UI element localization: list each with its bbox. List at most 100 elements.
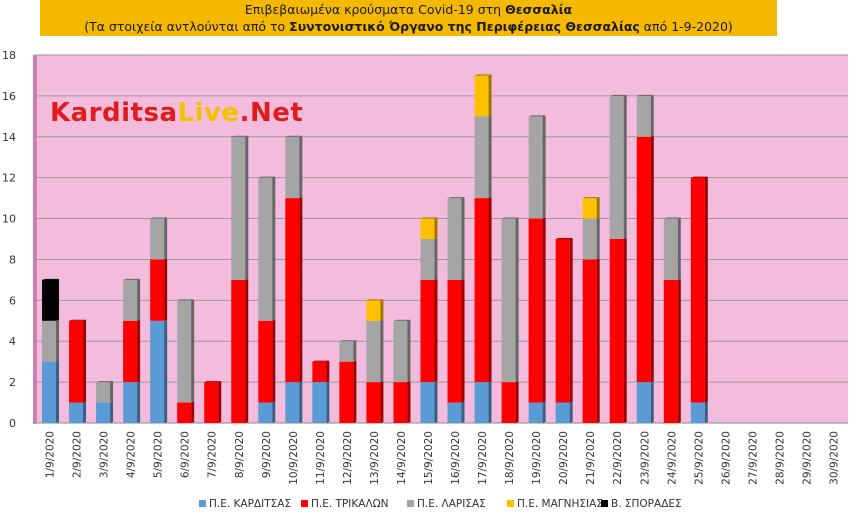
bar-segment-side	[488, 197, 492, 383]
y-tick-label: 14	[2, 131, 16, 144]
bar-segment	[366, 320, 381, 383]
x-tick-label: 8/9/2020	[234, 431, 246, 478]
bar-segment	[285, 382, 300, 423]
plot-side-wall	[33, 55, 37, 423]
bar-segment-side	[461, 197, 465, 280]
bar-top-face	[609, 94, 627, 96]
bar-segment-side	[272, 176, 276, 321]
bar-top-face	[312, 360, 330, 362]
gridline-wall	[32, 95, 38, 97]
y-tick-label: 4	[9, 335, 16, 348]
bar-segment-side	[677, 278, 681, 423]
y-tick-label: 0	[9, 417, 16, 430]
bar-segment	[96, 402, 111, 423]
bar-segment-side	[623, 94, 627, 239]
x-tick-label: 25/9/2020	[693, 431, 705, 485]
legend-swatch	[301, 500, 308, 507]
y-tick-label: 2	[9, 376, 16, 389]
bar-segment	[285, 198, 300, 383]
bar-segment-side	[407, 381, 411, 423]
bar-segment-side	[164, 319, 168, 423]
gridline-wall	[32, 299, 38, 302]
bar-top-face	[231, 135, 249, 137]
bar-segment	[636, 95, 651, 137]
bar-segment	[447, 198, 462, 280]
x-tick-label: 4/9/2020	[126, 431, 138, 478]
bar-top-face	[636, 94, 654, 96]
bar-segment	[285, 136, 300, 199]
bar-segment-side	[191, 299, 195, 403]
bar-segment	[312, 361, 327, 383]
bar-segment-side	[218, 381, 222, 423]
bar-segment-side	[326, 360, 330, 383]
bar-segment-side	[542, 217, 546, 403]
bar-segment-side	[596, 217, 600, 260]
bar-segment	[474, 116, 489, 199]
bar-segment	[555, 239, 570, 403]
legend-swatch	[601, 500, 608, 507]
plot-area	[37, 55, 848, 423]
bar-segment	[231, 136, 246, 280]
bar-segment-side	[353, 360, 357, 423]
x-tick-label: 26/9/2020	[720, 431, 732, 485]
bar-segment-side	[569, 238, 573, 403]
bar-segment	[663, 218, 678, 280]
bar-segment	[204, 382, 219, 423]
x-tick-label: 6/9/2020	[180, 431, 192, 478]
bar-segment	[150, 320, 165, 423]
bar-segment	[69, 402, 84, 423]
bar-segment	[474, 75, 489, 117]
bar-segment-side	[353, 340, 357, 362]
bar-segment	[150, 259, 165, 321]
legend-label: Π.Ε. ΜΑΓΝΗΣΙΑΣ	[517, 498, 603, 510]
bar-segment-side	[272, 319, 276, 403]
bar-segment	[312, 382, 327, 423]
bar-segment	[150, 218, 165, 260]
x-tick-label: 16/9/2020	[450, 431, 462, 485]
gridline-wall	[32, 381, 38, 384]
bar-segment	[393, 320, 408, 383]
bar-segment	[69, 320, 84, 403]
bar-segment	[42, 279, 57, 321]
bar-segment	[447, 279, 462, 403]
bar-top-face	[447, 197, 465, 199]
legend-swatch	[199, 500, 206, 507]
logo-part-2: Live	[177, 98, 240, 128]
y-tick-label: 8	[9, 253, 16, 266]
bar-segment	[528, 402, 543, 423]
bar-segment	[447, 402, 462, 423]
x-tick-label: 14/9/2020	[396, 431, 408, 485]
bar-top-face	[555, 238, 573, 239]
bar-segment	[582, 198, 597, 219]
bar-segment-side	[650, 135, 654, 383]
bar-segment-side	[380, 299, 384, 321]
bar-top-face	[366, 299, 384, 301]
bar-segment-side	[434, 278, 438, 383]
bar-top-face	[258, 176, 276, 178]
x-tick-label: 12/9/2020	[342, 431, 354, 485]
bar-top-face	[204, 381, 222, 383]
bar-segment-side	[677, 217, 681, 280]
x-tick-label: 10/9/2020	[288, 431, 300, 485]
x-tick-label: 7/9/2020	[207, 431, 219, 478]
bar-segment	[690, 177, 705, 403]
title-line-1: Επιβεβαιωμένα κρούσματα Covid-19 στη Θεσ…	[40, 1, 777, 18]
title-line-2-suffix: από 1-9-2020)	[639, 19, 733, 34]
bar-top-face	[123, 278, 141, 280]
bar-segment	[420, 382, 435, 423]
bar-top-face	[285, 135, 303, 137]
x-tick-label: 29/9/2020	[801, 431, 813, 485]
karditsalive-logo: KarditsaLive.Net	[50, 98, 303, 128]
title-line-1-prefix: Επιβεβαιωμένα κρούσματα Covid-19 στη	[244, 2, 506, 17]
bar-segment-side	[380, 381, 384, 423]
gridline-wall	[32, 177, 38, 179]
bar-segment-side	[596, 258, 600, 423]
bar-segment-side	[704, 176, 708, 403]
bar-segment	[528, 218, 543, 403]
bar-segment	[258, 177, 273, 321]
bar-top-face	[177, 299, 195, 301]
bar-segment	[177, 402, 192, 423]
bar-segment	[258, 402, 273, 423]
y-tick-label: 6	[9, 294, 16, 307]
bar-segment	[42, 320, 57, 362]
